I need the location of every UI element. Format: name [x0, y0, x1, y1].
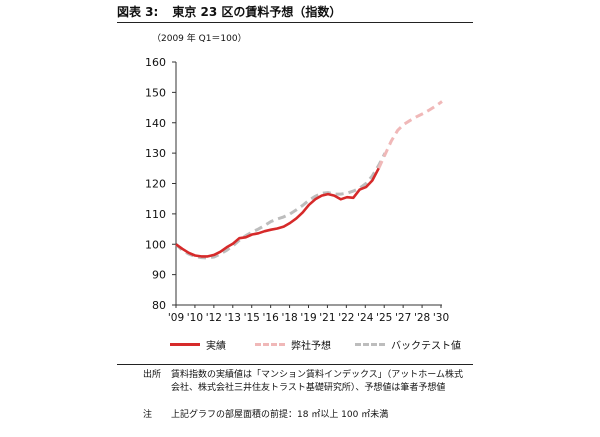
x-tick-label: '22: [338, 312, 354, 324]
y-tick-label: 140: [145, 117, 166, 130]
x-tick-label: '16: [263, 312, 280, 324]
y-tick-label: 130: [145, 147, 166, 160]
legend-swatch-backtest: [355, 343, 385, 346]
x-tick-label: '13: [225, 312, 241, 324]
x-tick-label: '27: [395, 312, 411, 324]
y-tick-label: 120: [145, 178, 166, 191]
x-tick-label: '10: [187, 312, 203, 324]
x-tick-label: '15: [244, 312, 260, 324]
series-line-forecast: [377, 100, 443, 169]
title-divider: [117, 22, 473, 23]
y-tick-label: 110: [145, 208, 166, 221]
x-tick-label: '28: [414, 312, 430, 324]
area-note-head: 注: [143, 410, 153, 420]
x-tick-label: '21: [319, 312, 335, 324]
legend-label-backtest: バックテスト値: [391, 341, 461, 352]
figure-number: 図表 3:: [117, 5, 159, 19]
legend-swatch-forecast: [255, 343, 285, 346]
x-tick-label: '12: [206, 312, 222, 324]
x-tick-label: '18: [281, 312, 297, 324]
legend-item-backtest: バックテスト値: [355, 337, 461, 352]
figure-title: 図表 3: 東京 23 区の賃料予想（指数）: [117, 3, 341, 20]
legend-item-forecast: 弊社予想: [255, 337, 331, 352]
notes-divider: [117, 364, 473, 365]
legend-swatch-actual: [170, 343, 200, 346]
area-note: 注 上記グラフの部屋面積の前提：18 ㎡以上 100 ㎡未満: [143, 409, 473, 423]
source-note-text: 賃料指数の実績値は「マンション賃料インデックス」（アットホーム株式会社、株式会社…: [171, 370, 463, 393]
x-tick-label: '30: [433, 312, 449, 324]
x-tick-label: '24: [357, 312, 374, 324]
source-note-head: 出所: [143, 370, 162, 380]
y-axis-unit-label: （2009 年 Q1＝100）: [152, 34, 247, 44]
y-tick-label: 80: [152, 299, 166, 312]
y-tick-label: 160: [145, 56, 166, 69]
legend-label-actual: 実績: [206, 341, 226, 352]
source-note: 出所 賃料指数の実績値は「マンション賃料インデックス」（アットホーム株式会社、株…: [143, 369, 473, 409]
y-tick-label: 150: [145, 86, 166, 99]
x-tick-label: '09: [168, 312, 184, 324]
y-tick-label: 90: [152, 269, 166, 282]
chart-series: [174, 100, 443, 260]
legend-label-forecast: 弊社予想: [291, 341, 331, 352]
chart-legend: 実績 弊社予想 バックテスト値: [170, 337, 470, 352]
y-tick-label: 100: [145, 238, 166, 251]
figure-title-text: 東京 23 区の賃料予想（指数）: [172, 5, 342, 19]
legend-item-actual: 実績: [170, 337, 226, 352]
area-note-text: 上記グラフの部屋面積の前提：18 ㎡以上 100 ㎡未満: [171, 410, 389, 420]
chart-axes: 80 90 100 110 120 130 140 150 160 '09'10'12'13'15…: [145, 56, 449, 324]
x-tick-label: '25: [376, 312, 392, 324]
x-tick-label: '19: [300, 312, 316, 324]
series-line-actual: [175, 167, 380, 258]
series-line-backtest: [174, 152, 387, 260]
